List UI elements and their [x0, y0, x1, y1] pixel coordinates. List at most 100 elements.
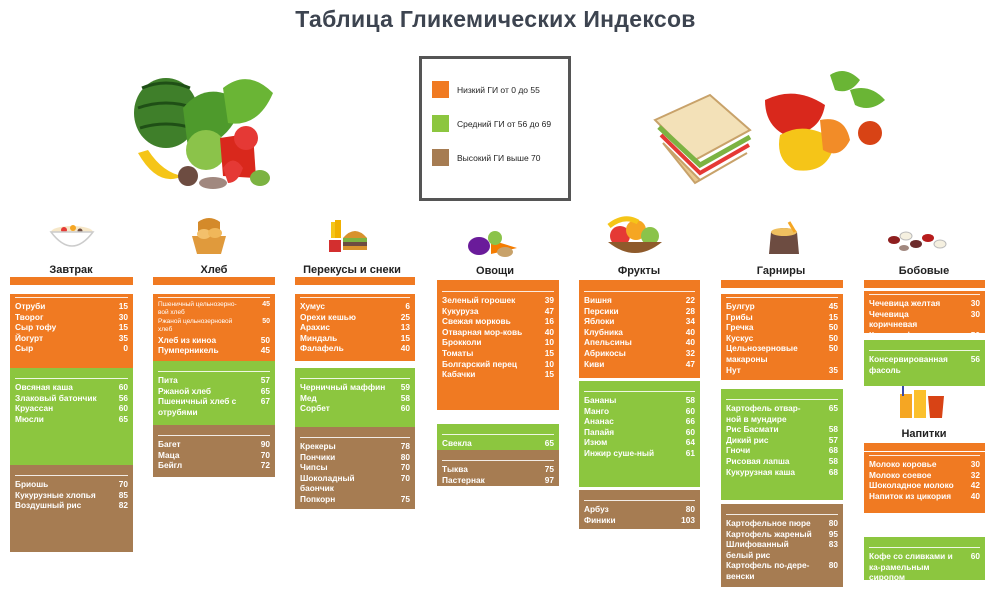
food-name: Чипсы	[300, 462, 328, 473]
block-divider	[869, 455, 980, 456]
gi-value: 45	[262, 301, 270, 308]
gi-value: 64	[685, 437, 695, 448]
breakfast-high-gi-block: Бриошь 70 Кукурузные хлопья 85 Воздушный рис…	[10, 472, 133, 552]
food-gi-row: Чечевица желтая 30	[869, 298, 980, 309]
food-name: Картофель по-дере-венски	[726, 560, 810, 581]
gi-value: 60	[685, 426, 695, 437]
gi-value: 50	[262, 317, 270, 325]
vegetables-mid-header-bar	[437, 424, 559, 432]
gi-value: 15	[828, 311, 838, 322]
legend-label: Высокий ГИ выше 70	[457, 152, 541, 163]
bread-high-gi-block: Багет 90 Маца 70 Бейгл 72	[153, 432, 275, 477]
gi-value: 58	[828, 455, 838, 466]
gi-value: 15	[544, 347, 554, 358]
food-gi-row: Папайя 60	[584, 427, 695, 438]
gi-value: 67	[260, 396, 270, 407]
food-gi-row: Воздушный рис 82	[15, 500, 128, 511]
food-name: Творог	[15, 311, 44, 322]
gi-value: 30	[970, 308, 980, 319]
gi-value: 56	[118, 392, 128, 403]
food-gi-row: Кабачки 15	[442, 369, 554, 380]
legend-swatch-brown	[432, 149, 449, 166]
food-gi-row: Сорбет 60	[300, 403, 410, 414]
legumes-mid-gi-block: Консервированная фасоль 56	[864, 347, 985, 386]
bread-basket-icon	[192, 218, 226, 254]
gi-value: 13	[400, 322, 410, 333]
gi-value: 65	[260, 385, 270, 396]
food-name: Ржаной хлеб	[158, 385, 212, 396]
food-gi-row: Шлифованный белый рис 83	[726, 539, 838, 560]
food-name: Кукурузные хлопья	[15, 489, 96, 500]
food-name: Пончики	[300, 451, 336, 462]
food-name: Шоколадный баончик	[300, 472, 355, 494]
food-name: Чечевица коричневая	[869, 308, 918, 330]
food-gi-row: Орехи кешью 25	[300, 312, 410, 323]
food-name: Брокколи	[442, 337, 482, 348]
gi-value: 45	[260, 345, 270, 356]
grain-sack-icon	[769, 221, 799, 254]
block-divider	[726, 514, 838, 515]
gi-value: 25	[400, 311, 410, 322]
food-name: Картофель отвар-ной в мундире	[726, 403, 801, 424]
food-name: Багет	[158, 439, 181, 449]
legend-label: Средний ГИ от 56 до 69	[457, 118, 552, 129]
column-title-bread: Хлеб	[200, 264, 228, 276]
burger-snacks-icon	[329, 220, 367, 252]
food-name: Манго	[584, 405, 610, 416]
food-gi-row: Шоколадное молоко 42	[869, 480, 980, 491]
food-name: Гречка	[726, 322, 754, 333]
food-gi-row: Апельсины 40	[584, 337, 695, 348]
vegetables-low-header-bar	[437, 280, 559, 288]
food-gi-row: Кукурузные хлопья 85	[15, 490, 128, 501]
food-name: Тыква	[442, 464, 468, 474]
food-name: Вишня	[584, 295, 612, 305]
food-name: Бриошь	[15, 479, 49, 489]
gi-value: 68	[828, 445, 838, 456]
gi-value: 30	[970, 459, 980, 469]
food-gi-row: Напиток из цикория 40	[869, 491, 980, 502]
food-gi-row: Багет 90	[158, 439, 270, 450]
gi-value: 59	[400, 382, 410, 392]
food-gi-row: Чечевица коричневая 30	[869, 309, 980, 330]
food-name: Злаковый батончик	[15, 392, 97, 403]
food-name: Пшеничный цельнозерно-вой хлеб	[158, 301, 237, 317]
legend-label: Низкий ГИ от 0 до 55	[457, 84, 540, 95]
food-name: Сыр тофу	[15, 322, 57, 333]
food-gi-row: Круассан 60	[15, 403, 128, 414]
fruits-low-gi-block: Вишня 22 Персики 28 Яблоки 34 Клубника 40 Апельс…	[579, 288, 700, 378]
gi-value: 28	[685, 305, 695, 316]
gi-value: 15	[544, 369, 554, 380]
food-gi-row: Кускус 50	[726, 333, 838, 344]
gi-value: 42	[970, 480, 980, 491]
gi-value: 57	[828, 434, 838, 445]
column-title-snacks: Перекусы и снеки	[303, 264, 401, 276]
block-divider	[442, 460, 554, 461]
food-name: Шоколадное молоко	[869, 480, 954, 491]
gi-value: 30	[970, 298, 980, 308]
bread-high-header-bar	[153, 425, 275, 433]
food-gi-row: Гночи 68	[726, 445, 838, 456]
legend-item-mid: Средний ГИ от 56 до 69	[432, 115, 551, 132]
block-divider	[584, 291, 695, 292]
gi-value: 15	[118, 322, 128, 333]
food-name: Киви	[584, 358, 605, 369]
food-gi-row: Томаты 15	[442, 348, 554, 359]
food-name: Ржаной цельнозерновой хлеб	[158, 317, 233, 334]
food-gi-row: Чипсы 70	[300, 462, 410, 473]
legend-item-high: Высокий ГИ выше 70	[432, 149, 541, 166]
food-gi-row: Пастернак 97	[442, 475, 554, 486]
food-name: Хлеб из киноа	[158, 334, 217, 345]
gi-value: 68	[828, 466, 838, 477]
food-gi-row: Яблоки 34	[584, 316, 695, 327]
food-name: Рис Басмати	[726, 424, 779, 435]
gi-value: 39	[544, 295, 554, 305]
food-gi-row: Пумперникель 45	[158, 345, 270, 356]
food-name: Мед	[300, 392, 317, 403]
fruits-mid-header-bar	[579, 381, 700, 389]
food-name: Клубника	[584, 326, 623, 337]
legumes-low-header-bar	[864, 280, 985, 288]
food-name: Бейгл	[158, 460, 183, 471]
gi-value: 30	[118, 311, 128, 322]
food-gi-row: Киви 47	[584, 359, 695, 370]
food-gi-row: Пита 57	[158, 375, 270, 386]
